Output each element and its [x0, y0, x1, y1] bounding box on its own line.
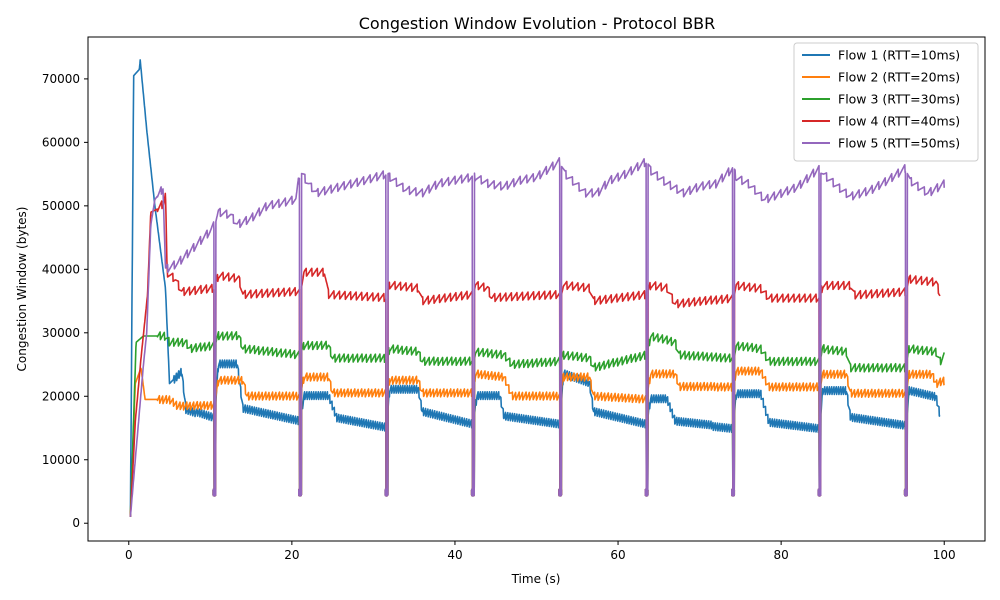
series-line-flow-1 — [129, 59, 941, 517]
legend-label: Flow 2 (RTT=20ms) — [838, 70, 960, 85]
y-tick-label: 70000 — [42, 72, 80, 86]
x-axis-title: Time (s) — [511, 572, 561, 586]
y-tick-label: 40000 — [42, 262, 80, 276]
plot-frame — [87, 36, 986, 542]
legend-label: Flow 3 (RTT=30ms) — [838, 92, 960, 107]
y-tick-label: 0 — [72, 516, 80, 530]
y-tick-label: 10000 — [42, 453, 80, 467]
y-tick-label: 50000 — [42, 199, 80, 213]
legend-label: Flow 5 (RTT=50ms) — [838, 136, 960, 151]
y-tick-label: 20000 — [42, 389, 80, 403]
legend: Flow 1 (RTT=10ms) Flow 2 (RTT=20ms) Flow 3… — [793, 42, 979, 162]
y-tick-label: 60000 — [42, 135, 80, 149]
x-axis: 0 20 40 60 80 100 — [125, 541, 956, 562]
legend-box — [793, 42, 979, 162]
x-tick-label: 60 — [610, 548, 625, 562]
series-line-flow-3 — [129, 331, 945, 517]
x-tick-label: 100 — [933, 548, 956, 562]
y-axis-title: Congestion Window (bytes) — [15, 207, 29, 372]
x-tick-label: 20 — [284, 548, 299, 562]
x-tick-label: 0 — [125, 548, 133, 562]
legend-label: Flow 4 (RTT=40ms) — [838, 114, 960, 129]
y-tick-label: 30000 — [42, 326, 80, 340]
legend-label: Flow 1 (RTT=10ms) — [838, 48, 960, 63]
series-line-flow-4 — [129, 192, 941, 517]
series-layer — [129, 59, 945, 517]
y-axis: 0 10000 20000 30000 40000 50000 60000 70000 — [42, 72, 88, 530]
x-tick-label: 40 — [447, 548, 462, 562]
x-tick-label: 80 — [773, 548, 788, 562]
series-line-flow-2 — [129, 366, 945, 517]
chart-title: Congestion Window Evolution - Protocol B… — [359, 14, 716, 33]
series-line-flow-5 — [129, 157, 945, 517]
